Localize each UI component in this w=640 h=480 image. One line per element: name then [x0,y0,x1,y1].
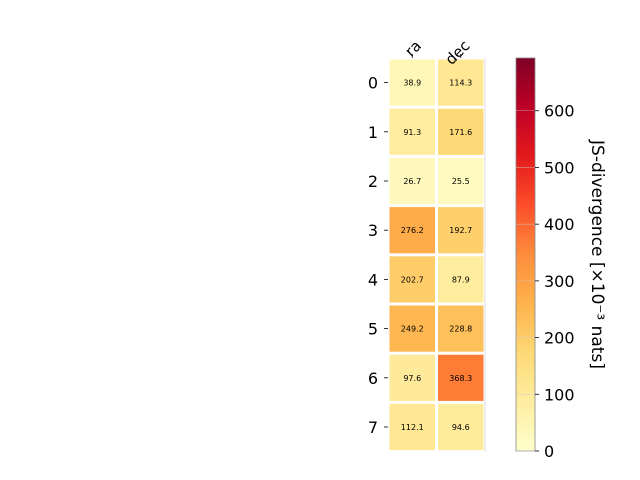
heatmap-cell-2-dec [438,157,484,205]
heatmap-cell-7-ra [389,403,435,451]
heatmap-cell-0-dec [438,59,484,106]
cell-value-label: 91.3 [403,128,421,137]
colorbar-tick-label: 200 [544,329,575,348]
column-label-ra: ra [401,37,425,61]
cell-value-label: 25.5 [452,177,470,186]
cell-value-label: 97.6 [403,374,421,383]
cell-value-label: 87.9 [452,275,470,284]
heatmap-cell-5-dec [438,305,484,352]
colorbar-tick-label: 0 [544,442,554,461]
cell-value-label: 202.7 [401,275,424,284]
heatmap-cell-1-dec [438,108,484,155]
colorbar-tick-label: 300 [544,272,575,291]
row-label-3: 3 [368,221,378,240]
cell-value-label: 192.7 [449,226,472,235]
colorbar-tick-label: 400 [544,215,575,234]
row-tick-labels: 0 1 2 3 4 5 6 7 [368,74,388,437]
cell-value-label: 276.2 [401,226,424,235]
heatmap-cell-6-dec [438,354,484,401]
heatmap-cell-4-ra [389,256,435,303]
cell-value-label: 26.7 [403,177,421,186]
heatmap-cell-5-ra [389,305,435,352]
cell-value-label: 114.3 [449,79,472,88]
cell-value-label: 368.3 [449,374,472,383]
heatmap-cell-3-dec [438,207,484,254]
colorbar-ticks: 0 100 200 300 400 500 600 [516,102,575,461]
colorbar-gradient [515,57,536,452]
cell-value-label: 112.1 [401,423,424,432]
heatmap-cell-4-dec [438,256,484,303]
row-label-5: 5 [368,320,378,339]
cell-value-label: 38.9 [403,79,421,88]
row-label-7: 7 [368,418,378,437]
colorbar: 0 100 200 300 400 500 600 JS-divergence [×10⁻³… [515,57,607,461]
colorbar-tick-label: 600 [544,102,575,121]
row-label-4: 4 [368,270,378,289]
row-label-6: 6 [368,369,378,388]
row-label-2: 2 [368,172,378,191]
heatmap-cell-0-ra [389,59,435,106]
row-label-0: 0 [368,74,378,93]
heatmap-cells: 38.9 114.3 91.3 171.6 26.7 25.5 276.2 192.7 202.… [389,58,486,452]
heatmap-cell-3-ra [389,207,435,254]
colorbar-tick-label: 100 [544,385,575,404]
heatmap-cell-7-dec [438,403,484,451]
heatmap-cell-1-ra [389,108,435,155]
colorbar-tick-label: 500 [544,158,575,177]
cell-value-label: 228.8 [449,325,472,334]
heatmap-cell-6-ra [389,354,435,401]
cell-value-label: 171.6 [449,128,472,137]
colorbar-label: JS-divergence [×10⁻³ nats] [587,139,607,369]
cell-value-label: 249.2 [401,325,424,334]
cell-value-label: 94.6 [452,423,470,432]
heatmap-cell-2-ra [389,157,435,205]
row-label-1: 1 [368,123,378,142]
